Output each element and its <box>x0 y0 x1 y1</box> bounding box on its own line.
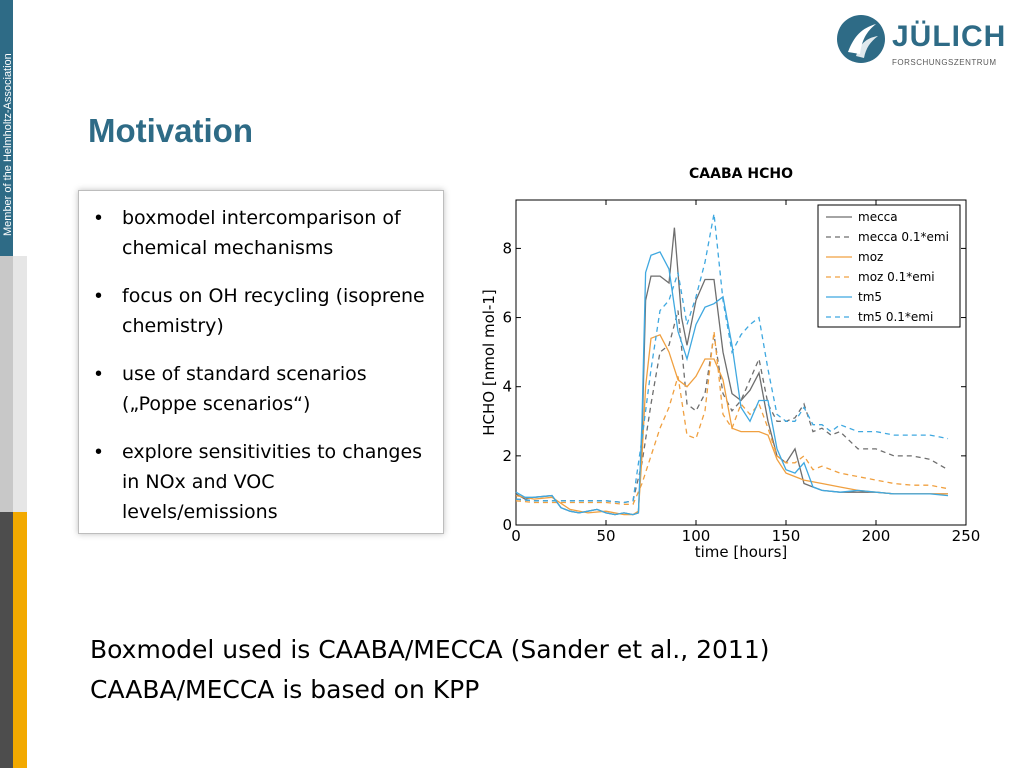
legend-box <box>817 204 961 328</box>
x-tick-label: 100 <box>682 527 711 545</box>
legend-label: tm5 0.1*emi <box>858 310 933 324</box>
bullet-marker: • <box>95 285 103 307</box>
logo-subtitle: FORSCHUNGSZENTRUM <box>892 58 997 67</box>
x-axis-label: time [hours] <box>695 543 788 561</box>
list-item: • explore sensitivities to changes in NO… <box>87 437 431 527</box>
list-item: • use of standard scenarios („Poppe scen… <box>87 359 431 419</box>
bullet-marker: • <box>95 207 103 229</box>
footer-line-1: Boxmodel used is CAABA/MECCA (Sander et … <box>90 635 770 664</box>
juelich-logo-icon <box>837 15 885 63</box>
y-tick-label: 2 <box>502 447 512 465</box>
sidebar-gray-band <box>0 256 13 512</box>
bullet-text: boxmodel intercomparison of chemical mec… <box>122 207 401 259</box>
series-line-2 <box>515 333 948 516</box>
hcho-chart-svg: CAABA HCHO 0 50 100 150 200 250 0 2 4 6 8 time [hour… <box>480 166 981 561</box>
sidebar-blue-band <box>0 0 13 256</box>
sidebar-yellow-band <box>13 512 27 768</box>
legend-label: moz <box>858 250 883 264</box>
bullet-list: • boxmodel intercomparison of chemical m… <box>79 191 443 527</box>
footer-line-2: CAABA/MECCA is based on KPP <box>90 675 480 704</box>
x-tick-label: 0 <box>511 527 521 545</box>
legend-label: mecca <box>858 210 898 224</box>
series-line-4 <box>515 251 949 516</box>
chart-title: CAABA HCHO <box>689 166 793 182</box>
y-tick-label: 0 <box>502 516 512 534</box>
x-tick-label: 200 <box>862 527 891 545</box>
y-tick-label: 4 <box>502 378 512 396</box>
y-axis-label: HCHO [nmol mol-1] <box>480 289 498 435</box>
legend-label: moz 0.1*emi <box>858 270 935 284</box>
y-tick-label: 8 <box>502 239 512 257</box>
footer-note: Boxmodel used is CAABA/MECCA (Sander et … <box>90 630 769 710</box>
slide-title: Motivation <box>88 112 253 149</box>
bullet-marker: • <box>95 363 103 385</box>
bullet-box: • boxmodel intercomparison of chemical m… <box>78 190 444 534</box>
x-tick-label: 250 <box>952 527 981 545</box>
x-tick-label: 150 <box>772 527 801 545</box>
bullet-text: focus on OH recycling (isoprene chemistr… <box>122 285 425 337</box>
juelich-logo: JÜLICH FORSCHUNGSZENTRUM <box>836 14 1006 72</box>
hcho-chart: CAABA HCHO 0 50 100 150 200 250 0 2 4 6 8 time [hour… <box>470 155 990 575</box>
y-tick-label: 6 <box>502 309 512 327</box>
bullet-text: use of standard scenarios („Poppe scenar… <box>122 363 367 415</box>
legend-label: mecca 0.1*emi <box>858 230 949 244</box>
helmholtz-member-label: Member of the Helmholtz-Association <box>2 53 14 236</box>
series-line-3 <box>515 331 949 505</box>
list-item: • focus on OH recycling (isoprene chemis… <box>87 281 431 341</box>
bullet-marker: • <box>95 441 103 463</box>
logo-wordmark: JÜLICH <box>892 20 1007 53</box>
legend-label: tm5 <box>858 290 882 304</box>
sidebar-dark-band <box>0 512 13 768</box>
x-tick-label: 50 <box>596 527 615 545</box>
sidebar-light-band <box>13 256 27 512</box>
bullet-text: explore sensitivities to changes in NOx … <box>122 441 423 523</box>
series-line-5 <box>515 213 949 504</box>
list-item: • boxmodel intercomparison of chemical m… <box>87 203 431 263</box>
